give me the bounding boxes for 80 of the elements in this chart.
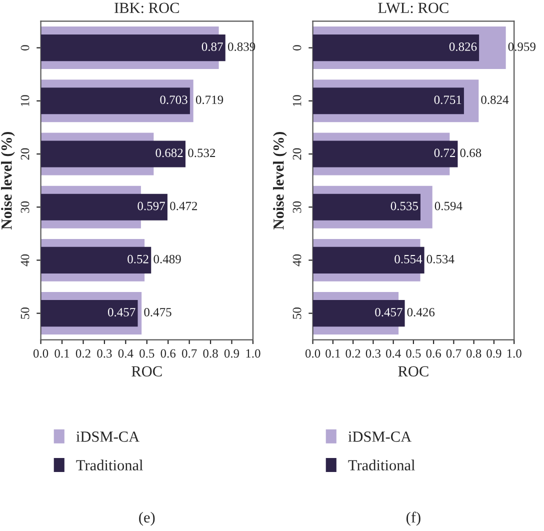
x-axis-title: ROC (132, 366, 162, 377)
y-tick-label: 20 (292, 148, 302, 160)
text: 0.5 (140, 349, 154, 358)
bar (312, 140, 458, 168)
data-label: 0.534 (426, 254, 454, 264)
y-axis-title: Noise level (%) (273, 132, 287, 230)
bar (312, 34, 480, 62)
text: 1.0 (507, 349, 522, 358)
text: 0.3 (97, 349, 112, 358)
text: 0.3 (366, 349, 381, 358)
text: 0.6 (426, 349, 442, 358)
bar (312, 246, 424, 274)
text: 0.7 (182, 349, 197, 358)
data-label: 0.72 (434, 148, 456, 158)
legend-label: iDSM-CA (348, 432, 412, 442)
y-tick-label: 30 (292, 201, 302, 213)
chart-title: IBK: ROC (114, 2, 179, 14)
text: 0.8 (466, 349, 482, 358)
bar (312, 88, 464, 114)
data-label: 0.826 (449, 42, 477, 51)
data-label: 0.532 (188, 148, 216, 158)
data-label: 0.703 (160, 96, 188, 104)
y-tick-label: 50 (20, 308, 30, 319)
bar (40, 246, 152, 274)
y-tick-label: 40 (20, 254, 30, 266)
legend-label: iDSM-CA (76, 432, 140, 442)
data-label: 0.475 (144, 308, 172, 316)
text: 0.5 (406, 349, 421, 358)
y-tick-label: 20 (20, 148, 30, 160)
text: 0.0 (305, 349, 320, 358)
text: 0.6 (160, 349, 176, 358)
y-tick-label: 0 (292, 45, 302, 50)
text: 0.1 (54, 349, 70, 358)
bar (40, 88, 190, 114)
bar (312, 300, 405, 327)
data-label: 0.457 (375, 308, 402, 316)
legend-label: Traditional (76, 460, 143, 470)
legend-label: Traditional (348, 460, 415, 470)
text: 0.8 (203, 349, 218, 358)
text: (e) (139, 512, 155, 526)
text: 0.2 (76, 349, 90, 358)
data-label: 0.52 (128, 254, 148, 264)
text: 0.1 (326, 349, 340, 358)
y-tick-label: 40 (292, 254, 302, 266)
data-label: 0.489 (154, 254, 181, 264)
data-label: 0.594 (434, 202, 462, 210)
chart-title: LWL: ROC (378, 2, 448, 14)
text: 0.9 (486, 349, 502, 358)
data-label: 0.719 (196, 96, 224, 104)
y-tick-label: 10 (292, 95, 302, 106)
data-label: 0.597 (138, 202, 165, 210)
text: (f) (406, 512, 420, 526)
data-label: 0.824 (481, 96, 509, 104)
y-axis-title: Noise level (%) (1, 132, 15, 230)
y-tick-label: 10 (20, 95, 30, 106)
y-tick-label: 30 (20, 201, 30, 213)
y-tick-label: 0 (20, 45, 30, 50)
text: 1.0 (246, 349, 260, 358)
text: 0.0 (33, 349, 48, 358)
data-label: 0.68 (460, 148, 482, 158)
data-label: 0.426 (407, 308, 435, 316)
text: 0.2 (346, 349, 360, 358)
data-label: 0.751 (434, 96, 462, 104)
bar (312, 194, 420, 220)
bar (40, 34, 226, 62)
bar (40, 140, 186, 168)
data-label: 0.535 (390, 202, 418, 210)
x-axis-title: ROC (398, 366, 428, 377)
data-label: 0.457 (108, 308, 136, 316)
text: 0.4 (386, 349, 401, 358)
text: 0.9 (224, 349, 240, 358)
data-label: 0.682 (156, 148, 183, 158)
data-label: 0.472 (170, 202, 198, 210)
bar (40, 194, 168, 220)
data-label: 0.87 (202, 42, 223, 51)
text: 0.4 (118, 349, 134, 358)
data-label: 0.554 (394, 254, 422, 264)
y-tick-label: 50 (292, 308, 302, 319)
text: 0.7 (446, 349, 462, 358)
bar (40, 300, 138, 327)
